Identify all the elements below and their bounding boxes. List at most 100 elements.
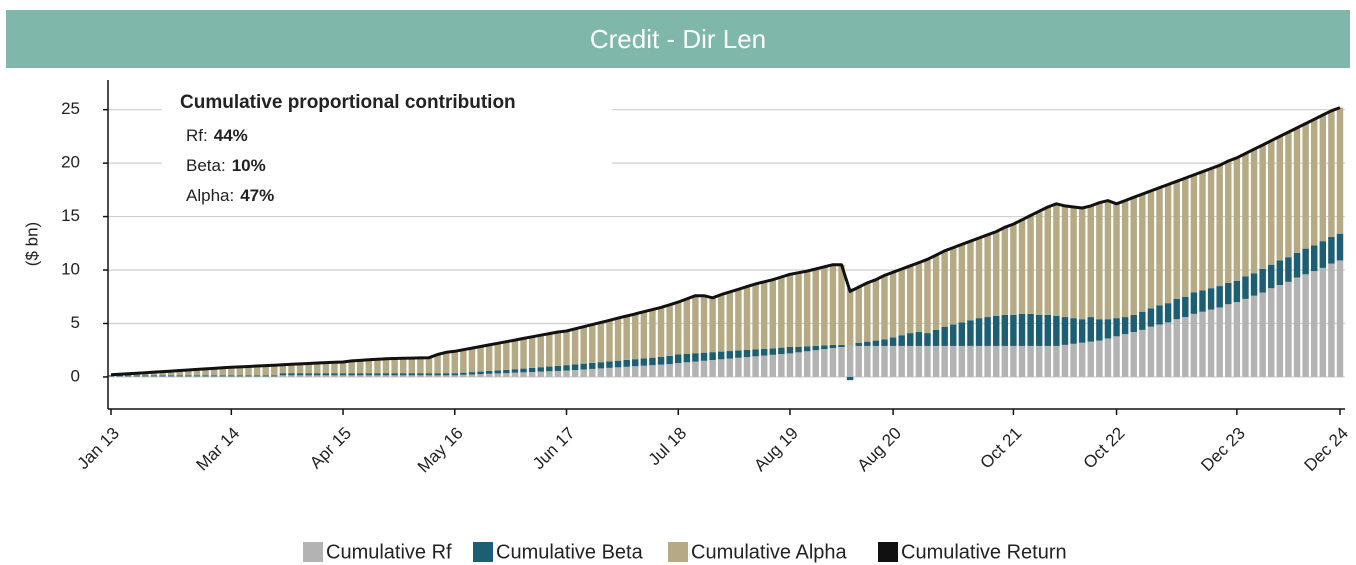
- bar-segment: [760, 348, 768, 356]
- bar-segment: [881, 275, 888, 340]
- bar-segment: [1087, 317, 1094, 342]
- bar-segment: [1199, 311, 1206, 377]
- bar-segment: [967, 345, 974, 377]
- bar-segment: [185, 376, 192, 377]
- bar-segment: [537, 335, 544, 368]
- bar-segment: [1078, 319, 1086, 343]
- bar-segment: [374, 373, 381, 376]
- bar-segment: [1268, 140, 1275, 265]
- bar-segment: [485, 373, 493, 377]
- bar-segment: [288, 375, 295, 377]
- bar-segment: [477, 346, 484, 372]
- bar-segment: [1242, 276, 1249, 299]
- chart-title: Credit - Dir Len: [6, 10, 1350, 68]
- bar-segment: [1087, 205, 1094, 318]
- bar-segment: [855, 342, 862, 346]
- x-tick-label: Jan 13: [73, 424, 123, 474]
- bar-segment: [494, 373, 501, 377]
- bar-segment: [803, 351, 811, 377]
- bar-segment: [1268, 264, 1275, 289]
- bar-segment: [786, 274, 794, 347]
- bar-segment: [743, 286, 751, 350]
- bar-segment: [967, 241, 974, 321]
- bar-segment: [1044, 206, 1052, 315]
- bar-segment: [485, 370, 493, 374]
- bar-segment: [1173, 298, 1180, 320]
- bar-segment: [150, 376, 158, 377]
- bar-segment: [1182, 317, 1189, 377]
- bar-segment: [314, 373, 321, 376]
- bar-segment: [821, 345, 828, 350]
- bar-segment: [185, 369, 192, 376]
- bar-segment: [357, 360, 364, 374]
- bar-segment: [253, 366, 261, 376]
- bar-segment: [1302, 274, 1309, 377]
- bar-segment: [159, 375, 166, 377]
- bar-segment: [632, 313, 639, 360]
- bar-segment: [1027, 215, 1034, 314]
- bar-segment: [932, 329, 940, 346]
- bar-segment: [1156, 324, 1163, 377]
- bar-segment: [675, 302, 682, 355]
- bar-segment: [571, 364, 579, 370]
- bar-segment: [1113, 336, 1120, 377]
- bar-segment: [657, 364, 665, 377]
- bar-segment: [159, 376, 166, 377]
- bar-segment: [1328, 263, 1335, 377]
- bar-segment: [1035, 345, 1043, 377]
- bar-segment: [1293, 252, 1301, 278]
- bar-segment: [1113, 203, 1120, 319]
- x-tick-label: Jun 17: [529, 424, 579, 474]
- bar-segment: [769, 348, 776, 355]
- bar-segment: [528, 367, 536, 373]
- bar-segment: [279, 375, 287, 377]
- bar-segment: [623, 316, 630, 360]
- bar-segment: [915, 332, 923, 346]
- bar-segment: [889, 272, 897, 338]
- bar-segment: [1319, 267, 1327, 377]
- bar-segment: [167, 375, 175, 377]
- bar-segment: [700, 295, 708, 353]
- y-tick-label: 5: [71, 313, 80, 332]
- bar-segment: [795, 347, 802, 353]
- bar-segment: [941, 250, 948, 327]
- bar-segment: [898, 268, 905, 336]
- bar-segment: [142, 376, 149, 377]
- bar-segment: [1104, 200, 1112, 320]
- bar-segment: [924, 333, 931, 346]
- bar-segment: [382, 358, 390, 374]
- bar-segment: [107, 374, 115, 376]
- bar-segment: [1268, 288, 1275, 377]
- x-tick-label: Aug 20: [854, 424, 906, 476]
- bar-segment: [1319, 115, 1327, 242]
- bar-segment: [1259, 292, 1266, 377]
- annotation-row: Alpha: 47%: [186, 186, 274, 205]
- bar-segment: [614, 367, 622, 377]
- annotation-row: Rf: 44%: [186, 126, 248, 145]
- bar-segment: [133, 375, 141, 377]
- bar-segment: [210, 368, 218, 376]
- bar-segment: [537, 367, 544, 372]
- bar-segment: [1242, 153, 1249, 277]
- bar-segment: [1285, 132, 1292, 258]
- bar-segment: [124, 375, 132, 377]
- bar-segment: [511, 340, 519, 370]
- bar-segment: [228, 376, 235, 377]
- bar-segment: [271, 375, 278, 377]
- bar-segment: [442, 352, 450, 374]
- bar-segment: [305, 373, 312, 376]
- annotation-title: Cumulative proportional contribution: [180, 92, 516, 113]
- bar-segment: [288, 364, 295, 374]
- bar-segment: [907, 333, 914, 346]
- bar-segment: [1139, 329, 1146, 377]
- bar-segment: [717, 294, 725, 352]
- bar-segment: [339, 375, 347, 377]
- bar-segment: [649, 309, 656, 358]
- bar-segment: [614, 360, 622, 368]
- legend-swatch: [303, 542, 323, 562]
- y-tick-label: 20: [61, 153, 80, 172]
- bar-segment: [846, 288, 854, 346]
- x-tick-label: Apr 15: [306, 424, 355, 473]
- bar-segment: [1242, 298, 1249, 377]
